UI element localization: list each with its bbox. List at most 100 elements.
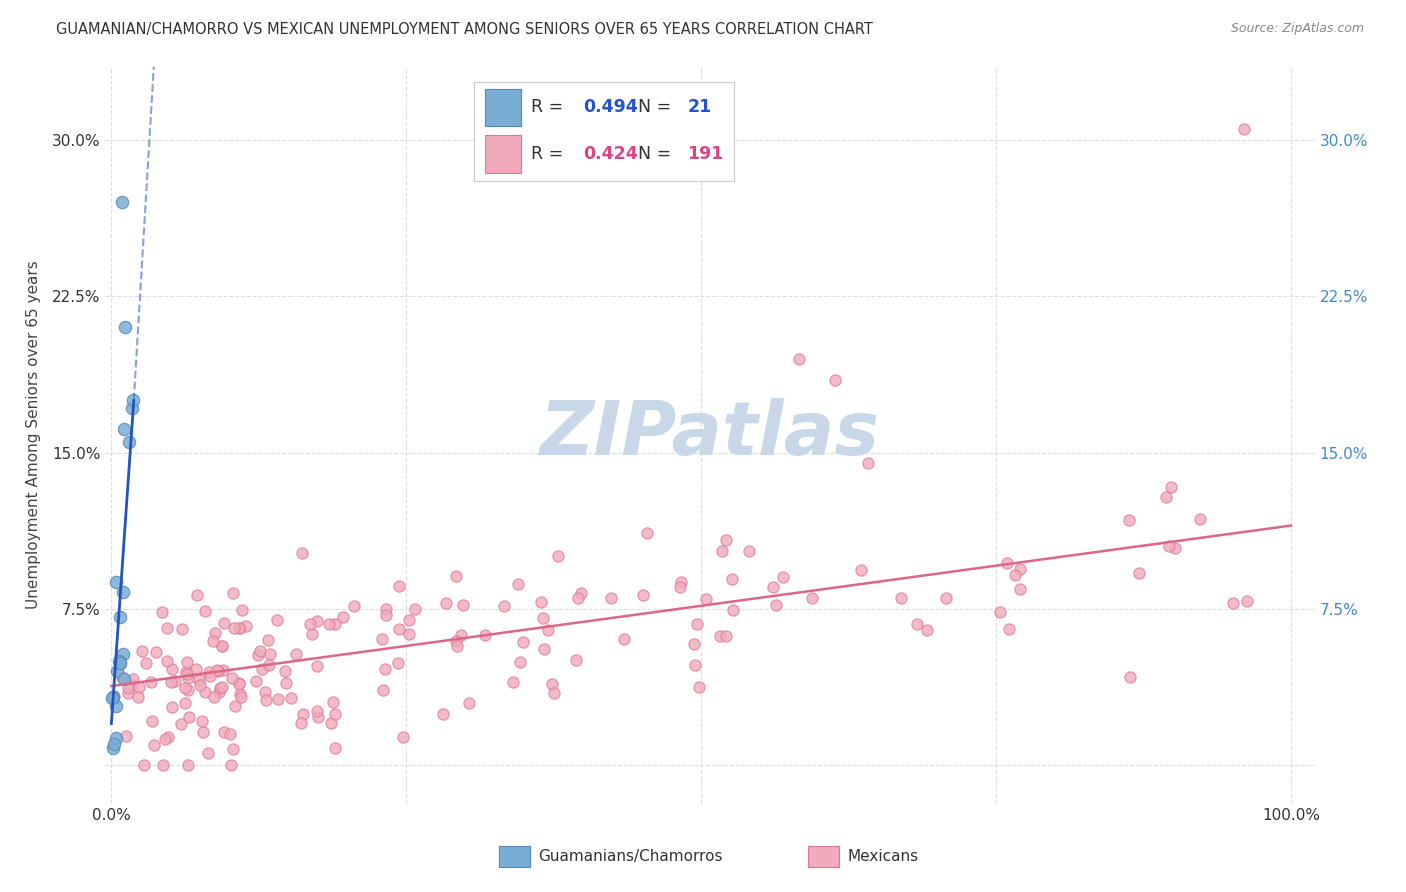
Point — [307, 710, 329, 724]
Point — [738, 544, 761, 558]
Point — [669, 580, 692, 594]
Point — [219, 758, 242, 772]
Point — [121, 393, 143, 408]
Point — [474, 628, 496, 642]
Point — [208, 685, 231, 699]
Point — [1118, 513, 1140, 527]
Point — [285, 648, 308, 662]
Point — [174, 665, 197, 679]
Point — [141, 674, 163, 689]
Point — [176, 667, 198, 681]
Point — [1010, 562, 1032, 576]
Point — [222, 742, 245, 756]
Point — [259, 657, 281, 672]
Point — [710, 544, 733, 558]
Point — [165, 673, 187, 688]
Point — [907, 617, 929, 632]
Point — [772, 570, 794, 584]
Point — [229, 687, 252, 701]
Point — [1236, 593, 1258, 607]
Point — [155, 654, 177, 668]
Point — [291, 546, 314, 560]
Point — [198, 669, 221, 683]
Point — [988, 605, 1011, 619]
Point — [636, 526, 658, 541]
Point — [224, 699, 246, 714]
Point — [849, 563, 872, 577]
Y-axis label: Unemployment Among Seniors over 65 years: Unemployment Among Seniors over 65 years — [25, 260, 41, 609]
Point — [1160, 480, 1182, 494]
Point — [531, 611, 554, 625]
Point — [177, 683, 200, 698]
Point — [187, 673, 209, 687]
Point — [135, 657, 157, 671]
Point — [1128, 566, 1150, 580]
Point — [388, 623, 411, 637]
Point — [695, 592, 717, 607]
Point — [323, 616, 346, 631]
Point — [533, 642, 555, 657]
Point — [305, 704, 328, 718]
Point — [373, 683, 395, 698]
Point — [214, 615, 236, 630]
Point — [714, 533, 737, 547]
Point — [543, 686, 565, 700]
Point — [111, 584, 134, 599]
Point — [686, 617, 709, 632]
Point — [1119, 670, 1142, 684]
Point — [194, 604, 217, 618]
Point — [117, 681, 139, 695]
Point — [824, 373, 846, 387]
Point — [547, 549, 569, 564]
Point — [257, 632, 280, 647]
Point — [259, 647, 281, 661]
Point — [224, 621, 246, 635]
Point — [787, 351, 810, 366]
Point — [453, 598, 475, 612]
Point — [112, 672, 135, 686]
Point — [567, 591, 589, 606]
Point — [290, 716, 312, 731]
Point — [131, 644, 153, 658]
Point — [228, 677, 250, 691]
Point — [228, 676, 250, 690]
Point — [267, 692, 290, 706]
Point — [509, 655, 531, 669]
Point — [280, 690, 302, 705]
Point — [569, 586, 592, 600]
Point — [229, 690, 252, 704]
Point — [600, 591, 623, 605]
Point — [111, 670, 134, 684]
Point — [121, 401, 143, 415]
Point — [1233, 122, 1256, 136]
Point — [104, 731, 127, 745]
Point — [174, 681, 197, 695]
Point — [765, 598, 787, 612]
Point — [193, 725, 215, 739]
Point — [254, 693, 277, 707]
Point — [173, 696, 195, 710]
Point — [211, 639, 233, 653]
Text: Guamanians/Chamorros: Guamanians/Chamorros — [538, 849, 723, 863]
Point — [211, 639, 233, 653]
Point — [103, 737, 125, 751]
Point — [432, 707, 454, 722]
Point — [235, 619, 257, 633]
Point — [153, 732, 176, 747]
Point — [274, 676, 297, 690]
Point — [141, 714, 163, 729]
Point — [128, 681, 150, 695]
Point — [446, 639, 468, 653]
Point — [156, 621, 179, 635]
Point — [103, 690, 125, 704]
Point — [537, 623, 560, 637]
Point — [177, 710, 200, 724]
Point — [186, 662, 208, 676]
Point — [613, 632, 636, 646]
Point — [111, 195, 134, 210]
Point — [387, 656, 409, 670]
Point — [145, 645, 167, 659]
Point — [132, 758, 155, 772]
Point — [150, 605, 173, 619]
Point — [404, 601, 426, 615]
